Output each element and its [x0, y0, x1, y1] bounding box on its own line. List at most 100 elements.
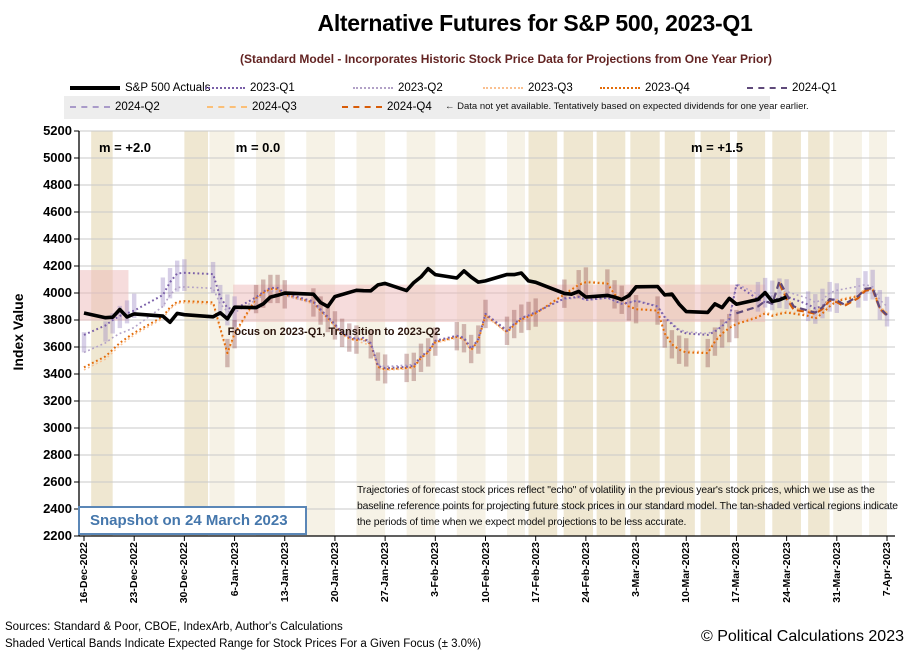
- annotation-m-zero: m = 0.0: [235, 140, 281, 155]
- annotation-m-plus-1-5: m = +1.5: [690, 140, 744, 155]
- x-tick-label-text: 6-Jan-2023: [228, 542, 241, 597]
- y-tick-label: 4600: [43, 204, 72, 219]
- tan-shaded-band: [256, 131, 285, 536]
- legend-swatch: [353, 87, 393, 89]
- legend-swatch: [70, 106, 110, 108]
- echo-range-bar: [225, 294, 230, 326]
- x-tick-label-text: 23-Dec-2022: [128, 542, 141, 604]
- snapshot-callout: Snapshot on 24 March 2023: [78, 506, 307, 535]
- x-tick-label: 20-Jan-2023: [328, 542, 342, 626]
- y-tick-label: 2600: [43, 474, 72, 489]
- y-tick-label: 3400: [43, 366, 72, 381]
- tan-shaded-band: [356, 131, 386, 536]
- echo-range-bar: [727, 313, 732, 343]
- x-tick-label-text: 16-Dec-2022: [78, 542, 90, 604]
- tan-shaded-band: [833, 131, 862, 536]
- x-tick-label: 30-Dec-2022: [177, 542, 191, 626]
- tan-shaded-band: [91, 131, 113, 536]
- legend-item-q1-2023: 2023-Q1: [205, 80, 295, 96]
- y-tick-label: 3600: [43, 339, 72, 354]
- tan-shaded-band: [528, 131, 558, 536]
- legend-label: S&P 500 Actuals: [125, 82, 211, 94]
- x-tick-label: 7-Apr-2023: [880, 542, 894, 626]
- echo-range-bar: [433, 327, 438, 356]
- y-tick-label: 3200: [43, 393, 72, 408]
- legend-swatch: [70, 86, 120, 90]
- tan-shaded-band: [507, 131, 525, 536]
- tan-shaded-band: [596, 131, 626, 536]
- x-tick-label: 17-Mar-2023: [729, 542, 743, 626]
- echo-range-bar: [719, 319, 725, 348]
- x-tick-label-text: 10-Mar-2023: [680, 542, 693, 603]
- x-tick-label-text: 3-Feb-2023: [429, 542, 442, 597]
- tan-shaded-band: [772, 131, 801, 536]
- echo-range-bar: [131, 293, 137, 318]
- snapshot-label: Snapshot on 24 March 2023: [90, 512, 288, 529]
- echo-range-bar: [210, 261, 216, 293]
- echo-range-bar: [827, 281, 832, 312]
- legend-swatch: [600, 87, 640, 89]
- echo-range-bar: [218, 284, 223, 316]
- legend-label: 2024-Q3: [252, 101, 297, 113]
- series-line-q1-2023: [83, 271, 837, 370]
- annotation-focus-transition: Focus on 2023-Q1, Transition to 2023-Q2: [227, 326, 441, 338]
- legend-label: 2023-Q4: [645, 82, 690, 94]
- echo-range-bar: [110, 313, 115, 334]
- x-tick-label-text: 24-Mar-2023: [780, 542, 793, 603]
- echo-range-bar: [103, 321, 108, 342]
- x-tick-label: 13-Jan-2023: [278, 542, 292, 626]
- y-tick-label: 2400: [43, 501, 72, 516]
- echo-range-bar: [863, 271, 868, 301]
- x-tick-label-text: 20-Jan-2023: [328, 542, 341, 603]
- x-tick-label-text: 10-Feb-2023: [479, 542, 492, 603]
- legend-item-q3-2023: 2023-Q3: [483, 80, 573, 96]
- legend-label: 2023-Q2: [398, 82, 443, 94]
- annotation-m-plus-2: m = +2.0: [98, 140, 152, 155]
- legend-item-q2-2024: 2024-Q2: [70, 99, 160, 115]
- y-axis-title: Index Value: [10, 293, 26, 371]
- legend-label: 2023-Q1: [250, 82, 295, 94]
- legend-note: ← Data not yet available. Tentatively ba…: [445, 101, 809, 112]
- x-tick-label: 10-Mar-2023: [679, 542, 693, 626]
- legend-label: 2023-Q3: [528, 82, 573, 94]
- x-tick-label-text: 17-Feb-2023: [529, 542, 542, 603]
- x-tick-label: 3-Mar-2023: [629, 542, 643, 626]
- x-tick-label-text: 31-Mar-2023: [830, 542, 843, 603]
- x-tick-label-text: 17-Mar-2023: [730, 542, 743, 603]
- y-tick-label: 2800: [43, 447, 72, 462]
- legend-item-q3-2024: 2024-Q3: [207, 99, 297, 115]
- x-tick-label: 17-Feb-2023: [529, 542, 543, 626]
- series-line-actuals: [83, 266, 788, 325]
- legend-swatch: [207, 106, 247, 108]
- legend-label: 2024-Q1: [792, 82, 837, 94]
- x-tick-label: 3-Feb-2023: [428, 542, 442, 626]
- legend-swatch: [342, 106, 382, 108]
- echo-range-bar: [676, 335, 682, 364]
- tan-shaded-band: [209, 131, 235, 536]
- tan-shaded-band: [737, 131, 766, 536]
- echo-range-bar: [175, 260, 180, 292]
- x-tick-label-text: 30-Dec-2022: [178, 542, 191, 604]
- legend-item-q2-2023: 2023-Q2: [353, 80, 443, 96]
- echo-range-bar: [734, 309, 739, 339]
- x-tick-label: 23-Dec-2022: [127, 542, 141, 626]
- tan-shaded-band: [563, 131, 594, 536]
- echo-range-bar: [705, 338, 710, 368]
- footer-bands-note: Shaded Vertical Bands Indicate Expected …: [5, 638, 482, 650]
- echo-range-bar: [232, 296, 237, 327]
- y-tick-label: 5200: [43, 123, 72, 138]
- legend-item-q1-2024: 2024-Q1: [747, 80, 837, 96]
- x-tick-label-text: 27-Jan-2023: [379, 542, 392, 603]
- echo-range-bar: [325, 303, 330, 333]
- y-tick-label: 2200: [43, 528, 72, 543]
- echo-range-bar: [805, 291, 811, 322]
- echo-range-bar: [160, 277, 166, 307]
- y-tick-label: 4000: [43, 285, 72, 300]
- echo-range-lavender-early: [81, 259, 237, 353]
- footer-copyright: © Political Calculations 2023: [700, 628, 904, 645]
- echo-range-bar: [834, 283, 840, 313]
- chart-title: Alternative Futures for S&P 500, 2023-Q1: [317, 10, 753, 36]
- tan-shaded-band: [808, 131, 830, 536]
- y-tick-label: 4400: [43, 231, 72, 246]
